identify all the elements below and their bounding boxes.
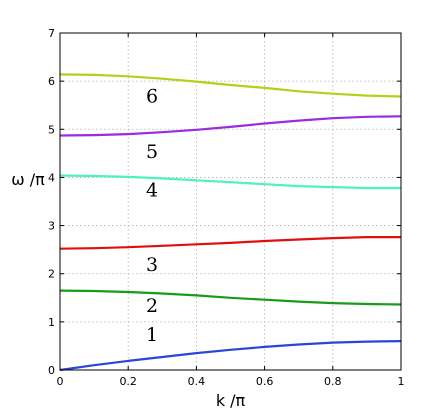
plot-frame	[59, 32, 402, 371]
x-tick-label: 0.2	[119, 375, 137, 388]
y-tick-label: 6	[48, 75, 55, 88]
y-axis-label: ω /π	[11, 170, 45, 189]
series-line-band-2	[59, 289, 402, 306]
band-label-3: 3	[146, 254, 158, 276]
y-tick-label: 7	[48, 27, 55, 40]
series-line-band-1	[59, 340, 402, 372]
band-label-4: 4	[146, 179, 158, 201]
y-tick-label: 0	[48, 364, 55, 377]
y-tick-label: 3	[48, 220, 55, 233]
x-tick-label: 1	[398, 375, 405, 388]
x-tick-label: 0.4	[188, 375, 206, 388]
series-curves	[59, 73, 402, 372]
band-label-6: 6	[146, 86, 158, 108]
y-tick-label: 5	[48, 123, 55, 136]
series-line-band-4	[59, 174, 401, 190]
x-tick-label: 0.8	[324, 375, 342, 388]
band-label-1: 1	[146, 324, 158, 346]
x-tick-label: 0	[57, 375, 64, 388]
x-tick-label: 0.6	[256, 375, 274, 388]
band-label-5: 5	[146, 141, 158, 163]
series-line-band-6	[59, 73, 402, 98]
band-labels: 1 2 3 4 5 6	[146, 86, 158, 346]
y-tick-label: 4	[48, 171, 55, 184]
grid	[60, 33, 401, 370]
series-line-band-3	[59, 236, 401, 250]
band-label-2: 2	[146, 295, 158, 317]
x-axis-label: k /π	[216, 391, 246, 410]
y-tick-label: 2	[48, 268, 55, 281]
axis-ticks: 0 0.2 0.4 0.6 0.8 1 0 1 2 3 4 5 6 7	[48, 27, 405, 388]
y-tick-label: 1	[48, 316, 55, 329]
series-line-band-5	[59, 115, 402, 137]
